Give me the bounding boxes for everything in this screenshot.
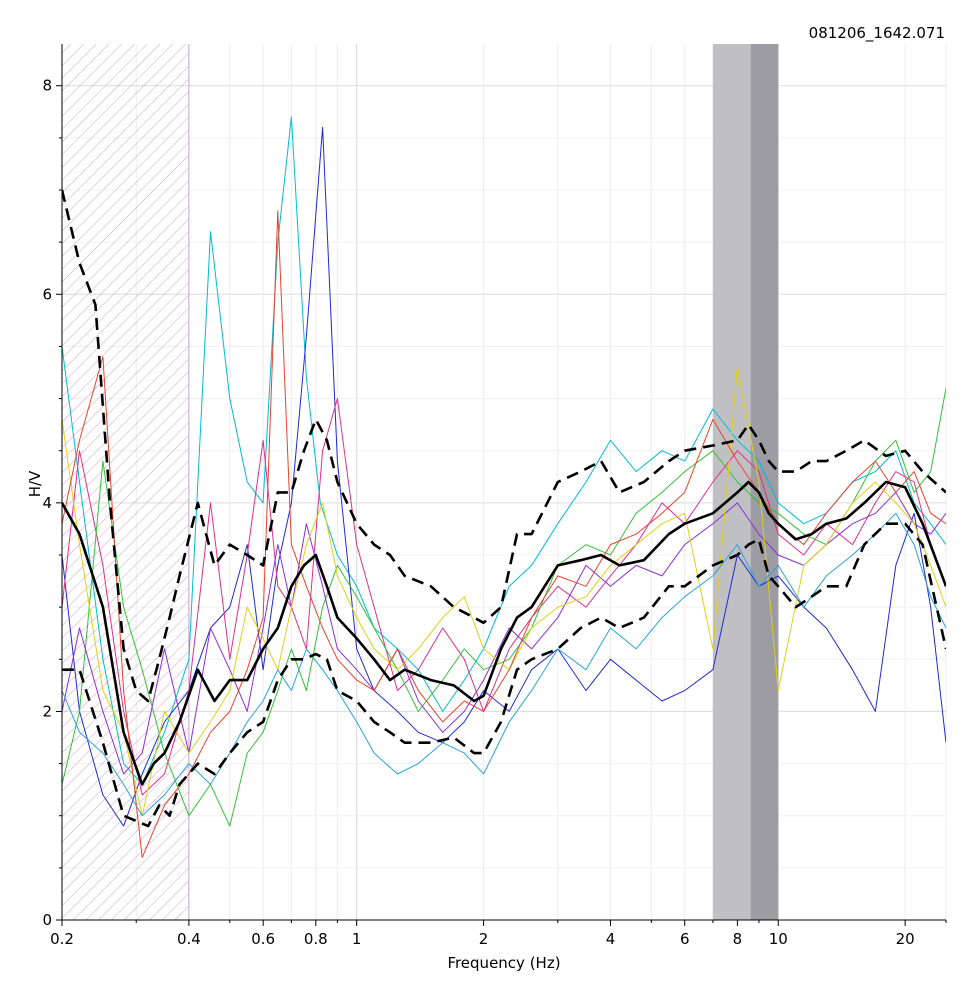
window-curve-10	[62, 512, 946, 817]
y-axis-label: H/V	[26, 470, 44, 497]
y-tick-label: 4	[42, 494, 52, 512]
x-tick-label: 0.8	[304, 930, 328, 948]
x-tick-label: 10	[769, 930, 788, 948]
window-curves	[62, 116, 946, 858]
x-axis-label: Frequency (Hz)	[447, 954, 560, 972]
x-tick-label: 0.2	[50, 930, 74, 948]
x-tick-label: 20	[896, 930, 915, 948]
y-tick-label: 0	[42, 911, 52, 929]
x-tick-label: 0.6	[251, 930, 275, 948]
window-curve-3	[62, 116, 946, 785]
tick-labels: 0.2 0.4 0.6 0.8 1 2 4 6 8 10 20 0 2 4 6 8	[42, 77, 914, 948]
x-tick-label: 2	[479, 930, 489, 948]
y-tick-label: 2	[42, 702, 52, 720]
y-tick-label: 8	[42, 77, 52, 95]
excluded-frequency-band	[62, 44, 189, 920]
x-tick-label: 0.4	[177, 930, 201, 948]
x-tick-label: 6	[680, 930, 690, 948]
frequency-bands	[62, 44, 779, 920]
peak-band-2	[750, 44, 779, 920]
grid	[61, 44, 947, 920]
y-tick-label: 6	[42, 285, 52, 303]
x-tick-label: 4	[606, 930, 616, 948]
window-curve-5	[62, 398, 946, 796]
chart-title: 081206_1642.071	[809, 24, 945, 43]
axes	[56, 44, 947, 926]
window-curve-9	[62, 210, 946, 858]
mean-minus-std-curve	[62, 522, 946, 828]
statistic-curves	[62, 189, 946, 828]
peak-band-1	[712, 44, 751, 920]
mean-plus-std-curve	[62, 189, 946, 703]
x-tick-label: 1	[352, 930, 362, 948]
x-tick-label: 8	[733, 930, 743, 948]
mean-curve	[62, 480, 946, 786]
window-curve-8	[62, 366, 946, 817]
